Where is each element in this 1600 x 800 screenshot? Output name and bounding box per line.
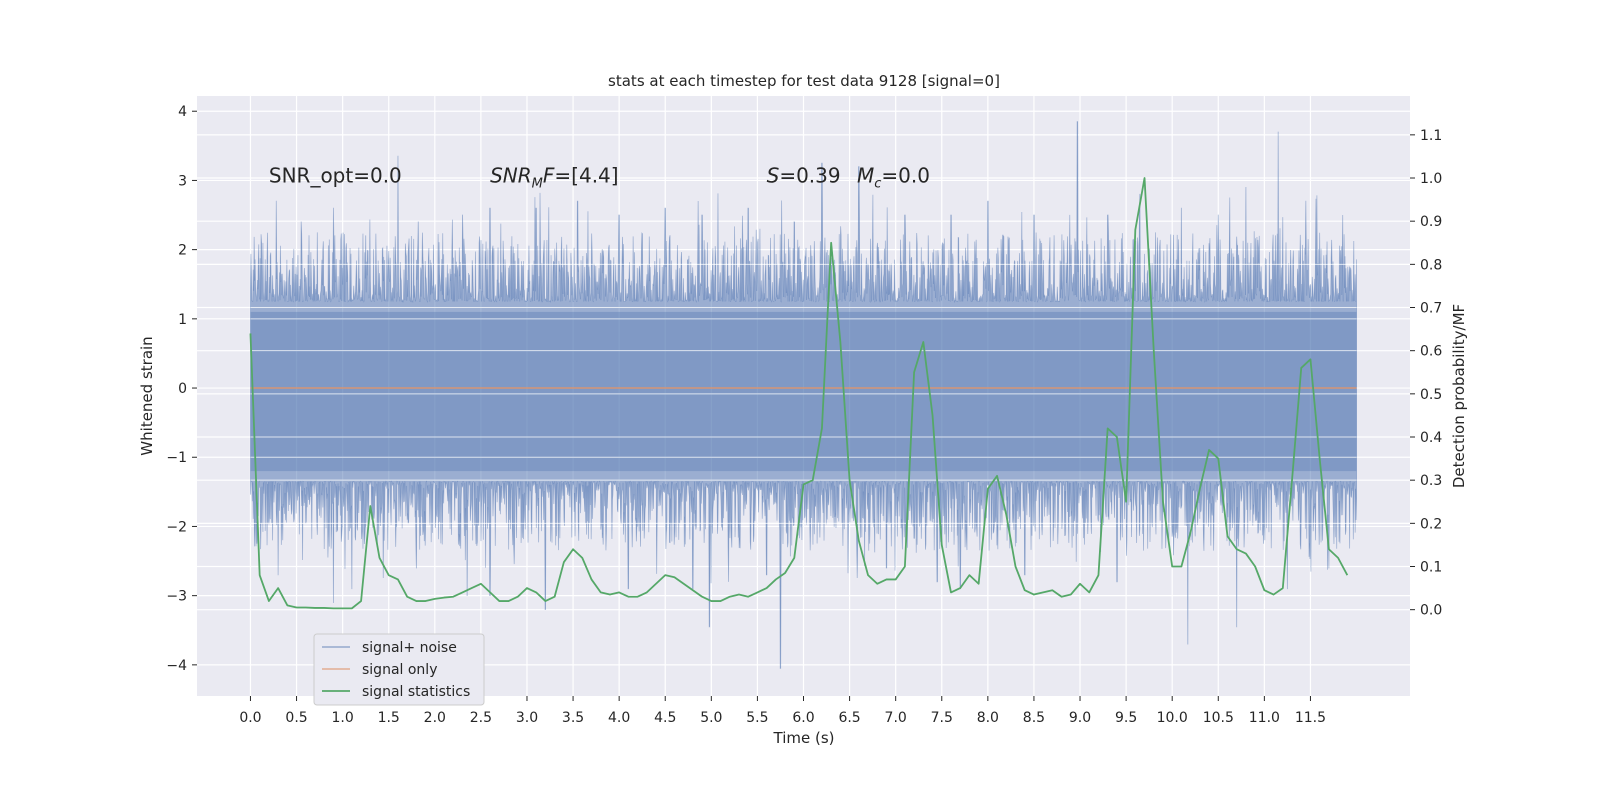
x-tick-label: 1.5 <box>378 710 400 726</box>
x-tick-label: 5.5 <box>746 710 768 726</box>
x-tick-label: 10.5 <box>1203 710 1234 726</box>
x-tick-label: 2.0 <box>424 710 446 726</box>
y-tick-label-left: −1 <box>166 450 187 466</box>
x-tick-label: 0.0 <box>239 710 261 726</box>
annotation-snr-mf: SNRMF=[4.4] <box>490 163 618 191</box>
x-tick-label: 5.0 <box>700 710 722 726</box>
axes: 0.0 0.5 1.0 1.5 2.0 2.5 3.0 3.5 4.0 4.5 5.0 5.5 6.0 6… <box>166 104 1442 726</box>
signal-plus-noise-series <box>250 121 1357 669</box>
signal-statistics-line <box>249 177 1349 610</box>
annotations: SNR_opt=0.0 SNRMF=[4.4] S=0.39 Mc=0.0 <box>269 163 930 191</box>
x-tick-label: 7.5 <box>931 710 953 726</box>
x-tick-label: 6.5 <box>838 710 860 726</box>
line-series <box>249 177 1357 610</box>
y-tick-label-right: 0.3 <box>1420 473 1442 489</box>
y-tick-label-left: 4 <box>178 104 187 120</box>
x-tick-label: 1.0 <box>332 710 354 726</box>
y-tick-label-left: 3 <box>178 173 187 189</box>
legend-box <box>313 633 485 706</box>
legend: signal+ noise signal only signal statist… <box>313 633 485 706</box>
legend-label-signal-only: signal only <box>362 662 437 678</box>
noise-core-band <box>250 311 1357 472</box>
y-tick-label-right: 0.1 <box>1420 560 1442 576</box>
y-tick-label-left: −4 <box>166 658 187 674</box>
x-tick-label: 7.0 <box>885 710 907 726</box>
legend-label-signal-statistics: signal statistics <box>362 684 470 700</box>
annotation-snr-opt: SNR_opt=0.0 <box>269 163 402 187</box>
y-tick-label-left: 0 <box>178 381 187 397</box>
x-tick-label: 11.0 <box>1249 710 1280 726</box>
y-tick-label-right: 0.0 <box>1420 603 1442 619</box>
x-tick-label: 0.5 <box>285 710 307 726</box>
y-tick-label-right: 0.5 <box>1420 387 1442 403</box>
x-tick-label: 8.0 <box>977 710 999 726</box>
x-tick-label: 9.0 <box>1069 710 1091 726</box>
y-tick-label-right: 0.8 <box>1420 257 1442 273</box>
x-tick-label: 2.5 <box>470 710 492 726</box>
y-tick-label-right: 0.6 <box>1420 344 1442 360</box>
y-tick-label-right: 0.4 <box>1420 430 1442 446</box>
chart-title: stats at each timestep for test data 912… <box>608 72 1000 90</box>
x-tick-label: 8.5 <box>1023 710 1045 726</box>
y-tick-label-left: 2 <box>178 243 187 259</box>
y-axis-label-right: Detection probability/MF <box>1450 304 1468 488</box>
x-tick-label: 9.5 <box>1115 710 1137 726</box>
y-tick-label-right: 0.9 <box>1420 214 1442 230</box>
y-tick-label-right: 1.0 <box>1420 171 1442 187</box>
x-axis-label: Time (s) <box>773 729 835 747</box>
annotation-s-mc: S=0.39 Mc=0.0 <box>767 163 930 191</box>
y-tick-label-right: 1.1 <box>1420 128 1442 144</box>
x-tick-label: 3.0 <box>516 710 538 726</box>
y-tick-label-left: −2 <box>166 519 187 535</box>
legend-label-signal-plus-noise: signal+ noise <box>362 640 457 656</box>
y-tick-label-right: 0.7 <box>1420 301 1442 317</box>
x-tick-label: 11.5 <box>1295 710 1326 726</box>
x-tick-label: 4.0 <box>608 710 630 726</box>
y-tick-label-left: −3 <box>166 589 187 605</box>
noise-envelope <box>250 121 1357 669</box>
x-tick-label: 4.5 <box>654 710 676 726</box>
y-tick-label-right: 0.2 <box>1420 516 1442 532</box>
x-tick-label: 10.0 <box>1157 710 1188 726</box>
y-axis-label-left: Whitened strain <box>138 336 156 455</box>
x-tick-label: 3.5 <box>562 710 584 726</box>
y-tick-label-left: 1 <box>178 312 187 328</box>
x-tick-label: 6.0 <box>792 710 814 726</box>
